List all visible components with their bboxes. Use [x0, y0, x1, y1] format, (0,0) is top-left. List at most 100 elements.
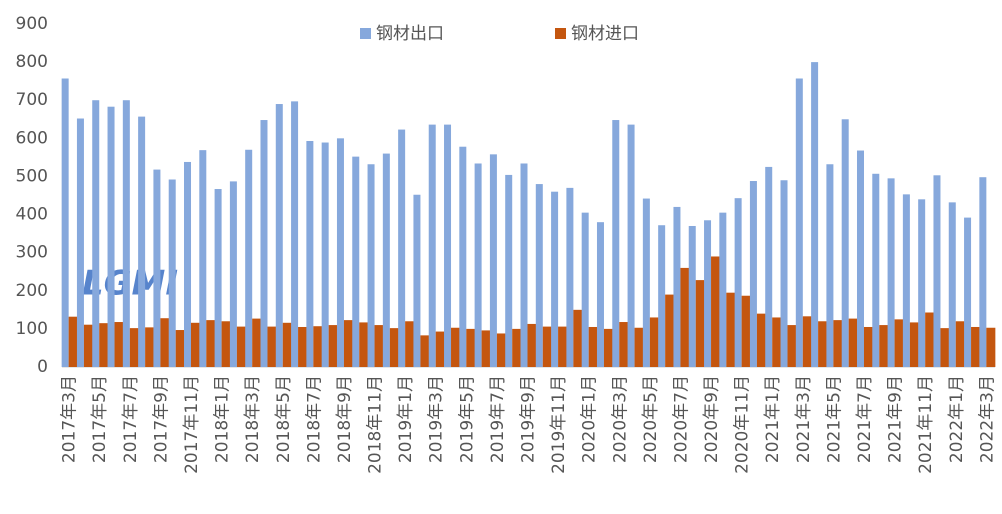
bar — [160, 318, 170, 367]
bar — [887, 178, 895, 367]
bar — [291, 101, 299, 368]
bar — [61, 78, 69, 367]
bar — [688, 225, 696, 367]
bar — [114, 322, 124, 367]
bar — [756, 313, 766, 367]
bar — [772, 317, 782, 367]
x-tick-label: 2020年5月 — [641, 375, 661, 463]
bar — [68, 316, 78, 367]
bar — [948, 202, 956, 367]
x-tick-label: 2022年3月 — [977, 375, 997, 463]
bar — [321, 142, 329, 367]
bar — [389, 328, 399, 367]
bar — [573, 309, 583, 367]
bar — [979, 177, 987, 367]
bar — [175, 330, 185, 367]
legend-label: 钢材出口 — [376, 24, 444, 44]
bar — [398, 129, 406, 367]
x-tick-label: 2022年1月 — [947, 375, 967, 463]
x-tick-label: 2020年11月 — [733, 375, 753, 474]
bar — [92, 100, 100, 367]
bar — [153, 169, 161, 367]
bar — [795, 78, 803, 367]
bar — [680, 267, 690, 367]
bar — [466, 328, 476, 367]
x-tick-label: 2021年1月 — [763, 375, 783, 463]
x-tick-label: 2020年9月 — [702, 375, 722, 463]
bar — [642, 198, 650, 367]
bar — [214, 189, 222, 367]
bar — [527, 323, 537, 367]
bar — [168, 179, 176, 367]
bar — [879, 325, 889, 367]
y-tick-label: 100 — [16, 319, 48, 339]
bar — [313, 326, 323, 367]
bar — [719, 212, 727, 367]
bar — [955, 321, 965, 367]
bar — [894, 319, 904, 367]
x-tick-label: 2019年5月 — [457, 375, 477, 463]
x-tick-label: 2018年3月 — [243, 375, 263, 463]
bar — [275, 104, 283, 368]
bar — [459, 146, 467, 367]
bar — [474, 163, 482, 367]
x-tick-label: 2019年1月 — [396, 375, 416, 463]
bar — [520, 163, 528, 367]
bar — [99, 323, 109, 367]
bar — [413, 194, 421, 367]
bar — [512, 328, 522, 367]
bar — [826, 164, 834, 367]
bar — [551, 191, 559, 367]
bar — [336, 138, 344, 367]
bar — [382, 153, 390, 367]
bar — [619, 322, 629, 367]
y-tick-label: 200 — [16, 281, 48, 301]
bar — [367, 164, 375, 367]
bar — [489, 154, 497, 367]
x-tick-label: 2021年3月 — [794, 375, 814, 463]
bar — [749, 181, 757, 367]
bar — [129, 328, 139, 367]
bar — [925, 312, 935, 367]
y-tick-label: 0 — [37, 357, 48, 377]
bar — [420, 335, 430, 367]
x-tick-label: 2021年5月 — [824, 375, 844, 463]
bar — [612, 120, 620, 367]
x-tick-label: 2020年3月 — [610, 375, 630, 463]
bar — [627, 124, 635, 367]
bar — [734, 198, 742, 367]
bar — [145, 327, 155, 367]
bar — [765, 166, 773, 367]
legend-swatch — [360, 28, 371, 39]
bar — [741, 295, 751, 367]
bar — [435, 331, 445, 367]
y-tick-label: 600 — [16, 128, 48, 148]
bar — [76, 118, 84, 367]
bar — [649, 317, 659, 367]
x-tick-label: 2017年11月 — [182, 375, 202, 474]
bar — [328, 325, 338, 367]
x-tick-label: 2020年7月 — [671, 375, 691, 463]
bar — [596, 222, 604, 367]
bar — [726, 292, 736, 367]
y-tick-label: 500 — [16, 166, 48, 186]
bar — [856, 150, 864, 367]
bar — [245, 149, 253, 367]
bar — [405, 321, 415, 367]
bar — [603, 328, 613, 367]
bar — [282, 322, 292, 367]
bar — [780, 180, 788, 367]
bar — [184, 161, 192, 367]
bar — [711, 256, 721, 367]
y-tick-label: 400 — [16, 205, 48, 225]
y-tick-label: 300 — [16, 243, 48, 263]
x-tick-label: 2019年9月 — [519, 375, 539, 463]
bar — [872, 173, 880, 367]
x-tick-label: 2019年3月 — [427, 375, 447, 463]
bar — [811, 62, 819, 367]
bar — [558, 326, 568, 367]
x-tick-label: 2018年5月 — [274, 375, 294, 463]
bar — [107, 106, 115, 367]
bar — [986, 327, 996, 367]
x-tick-label: 2020年1月 — [580, 375, 600, 463]
